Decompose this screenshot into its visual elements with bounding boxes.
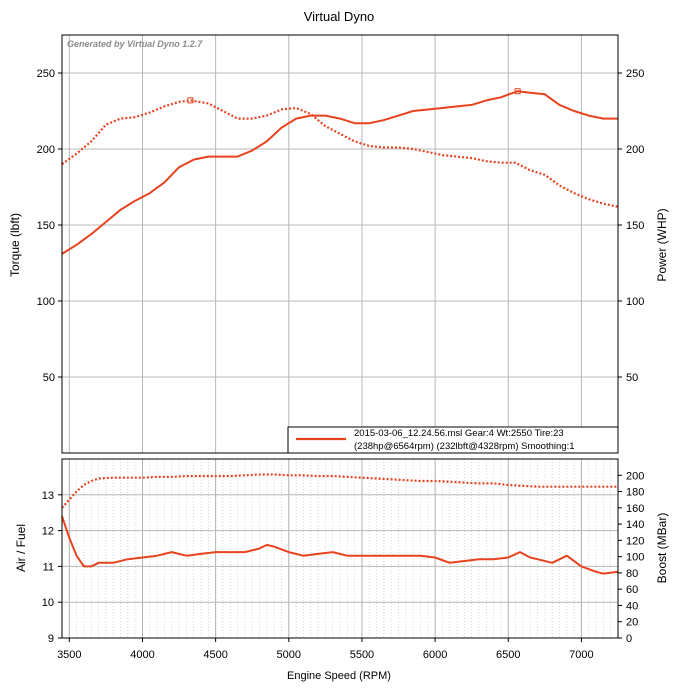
bottom-ticks: 9 10 11 12 13 0 20 40 60 80 100 120 140 160 180 200 3500… bbox=[42, 470, 645, 661]
torque-curve bbox=[61, 99, 619, 208]
rpm-tick-label: 6000 bbox=[423, 649, 447, 661]
rpm-tick-label: 5500 bbox=[350, 649, 374, 661]
power-curve bbox=[61, 90, 618, 255]
peak-marker bbox=[187, 97, 194, 104]
air-fuel-curve bbox=[61, 515, 619, 575]
torque-tick-label: 100 bbox=[37, 296, 55, 308]
peak-marker bbox=[514, 88, 521, 95]
boost-tick-label: 40 bbox=[626, 600, 638, 612]
legend-line1: 2015-03-06_12.24.56.msl Gear:4 Wt:2550 T… bbox=[354, 428, 564, 439]
boost-tick-label: 100 bbox=[626, 552, 644, 564]
watermark: Generated by Virtual Dyno 1.2.7 bbox=[67, 39, 203, 49]
power-tick-label: 150 bbox=[626, 220, 644, 232]
top-grid bbox=[62, 35, 618, 453]
top-lines bbox=[61, 88, 619, 255]
boost-tick-label: 0 bbox=[626, 633, 632, 645]
boost-tick-label: 200 bbox=[626, 470, 644, 482]
boost-tick-label: 180 bbox=[626, 487, 644, 499]
air-fuel-tick-label: 10 bbox=[42, 597, 54, 609]
power-tick-label: 200 bbox=[626, 144, 644, 156]
torque-axis-label: Torque (lbft) bbox=[8, 213, 22, 277]
air-fuel-tick-label: 12 bbox=[42, 526, 54, 538]
air-fuel-axis-label: Air / Fuel bbox=[14, 524, 28, 572]
boost-tick-label: 140 bbox=[626, 519, 644, 531]
torque-tick-label: 150 bbox=[37, 220, 55, 232]
boost-tick-label: 20 bbox=[626, 617, 638, 629]
power-tick-label: 250 bbox=[626, 68, 644, 80]
boost-tick-label: 160 bbox=[626, 503, 644, 515]
legend-line2: (238hp@6564rpm) (232lbft@4328rpm) Smooth… bbox=[354, 441, 575, 452]
rpm-tick-label: 5000 bbox=[277, 649, 301, 661]
bottom-lines bbox=[61, 473, 619, 575]
boost-tick-label: 80 bbox=[626, 568, 638, 580]
legend: 2015-03-06_12.24.56.msl Gear:4 Wt:2550 T… bbox=[287, 426, 619, 454]
rpm-tick-label: 4500 bbox=[203, 649, 227, 661]
rpm-tick-label: 6500 bbox=[496, 649, 520, 661]
air-fuel-tick-label: 13 bbox=[42, 490, 54, 502]
power-tick-label: 50 bbox=[626, 372, 638, 384]
top-ticks: 50 100 150 200 250 50 100 150 200 250 bbox=[37, 68, 645, 384]
torque-tick-label: 50 bbox=[43, 372, 55, 384]
rpm-tick-label: 4000 bbox=[130, 649, 154, 661]
power-tick-label: 100 bbox=[626, 296, 644, 308]
top-plot-area bbox=[62, 35, 618, 453]
boost-axis-label: Boost (MBar) bbox=[655, 513, 669, 584]
torque-tick-label: 200 bbox=[37, 144, 55, 156]
boost-tick-label: 60 bbox=[626, 584, 638, 596]
air-fuel-tick-label: 11 bbox=[43, 561, 54, 573]
rpm-tick-label: 3500 bbox=[57, 649, 81, 661]
air-fuel-tick-label: 9 bbox=[48, 633, 54, 645]
torque-tick-label: 250 bbox=[37, 68, 55, 80]
boost-tick-label: 120 bbox=[626, 535, 644, 547]
power-axis-label: Power (WHP) bbox=[655, 208, 669, 281]
chart-title: Virtual Dyno bbox=[304, 9, 375, 24]
x-axis-label: Engine Speed (RPM) bbox=[287, 670, 391, 682]
bottom-plot-area bbox=[62, 459, 618, 638]
bottom-plot-border bbox=[61, 458, 619, 639]
rpm-tick-label: 7000 bbox=[569, 649, 593, 661]
